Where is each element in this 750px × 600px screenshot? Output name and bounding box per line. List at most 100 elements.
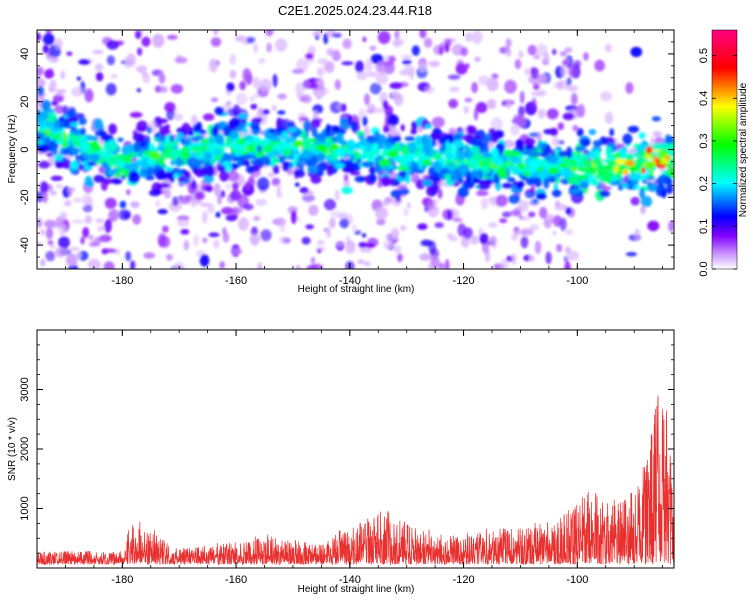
spectrogram-cell [470, 159, 480, 167]
spectrogram-peak [273, 143, 282, 151]
spectrogram-cell [316, 30, 323, 37]
spectrogram-cell [467, 150, 474, 158]
spectrogram-cell [325, 154, 333, 162]
spectrogram-cell [81, 194, 92, 206]
snr-y-ticks: 1000 2000 3000 [19, 329, 674, 569]
spectrogram-cell [196, 134, 205, 140]
spectrogram-y-tick-label: -40 [19, 237, 31, 253]
spectrogram-cell [90, 143, 102, 152]
spectrogram-cell [79, 127, 86, 136]
snr-background [37, 330, 674, 568]
spectrogram-cell [377, 30, 391, 45]
spectrogram-peak [293, 150, 300, 154]
spectrogram-cell [317, 153, 326, 163]
spectrogram-peak [625, 160, 635, 167]
spectrogram-cell [621, 182, 630, 189]
spectrogram-cell [536, 172, 549, 179]
spectrogram-cell [124, 56, 132, 69]
spectrogram-cell [58, 236, 70, 249]
spectrogram-cell [354, 175, 366, 183]
spectrogram-cell [571, 188, 581, 194]
spectrogram-cell [592, 140, 603, 147]
spectrogram-cell [347, 154, 357, 159]
spectrogram-cell [513, 114, 523, 120]
spectrogram-cell [138, 173, 149, 178]
spectrogram-cell [93, 174, 106, 183]
spectrogram-cell [279, 236, 291, 245]
spectrogram-cell [583, 52, 589, 61]
spectrogram-cell [355, 130, 366, 136]
spectrogram-cell [499, 218, 508, 224]
spectrogram-cell [356, 158, 362, 164]
spectrogram-cell [49, 190, 57, 196]
spectrogram-cell [76, 76, 82, 81]
spectrogram-cell [172, 196, 179, 207]
spectrogram-cell [158, 72, 166, 84]
spectrogram-cell [500, 258, 509, 269]
spectrogram-cell [41, 99, 51, 111]
spectrogram-cell [625, 82, 634, 94]
spectrogram-cell [329, 143, 340, 151]
spectrogram-cell [249, 96, 255, 102]
spectrogram-cell [259, 130, 265, 135]
spectrogram-cell [575, 155, 585, 168]
spectrogram-cell [503, 149, 513, 157]
spectrogram-cell [135, 30, 142, 40]
spectrogram-cell [118, 209, 131, 221]
spectrogram-cell [388, 114, 399, 126]
spectrogram-cell [356, 71, 368, 81]
spectrogram-cell [214, 135, 224, 144]
spectrogram-cell [527, 44, 537, 56]
spectrogram-cell [470, 137, 480, 147]
spectrogram-peak [266, 152, 275, 159]
spectrogram-cell [418, 62, 428, 72]
spectrogram-cell [572, 124, 579, 132]
colorbar-tick-label: 0.1 [698, 219, 710, 234]
spectrogram-cell [69, 122, 79, 128]
spectrogram-peak [248, 145, 256, 153]
spectrogram-cell [364, 58, 373, 73]
spectrogram-cell [202, 237, 208, 244]
spectrogram-cell [447, 74, 461, 80]
spectrogram-cell [331, 125, 341, 133]
spectrogram-cell [242, 68, 252, 82]
spectrogram-cell [117, 137, 124, 143]
spectrogram-cell [471, 30, 483, 45]
spectrogram-cell [283, 148, 292, 157]
spectrogram-cell [489, 235, 497, 247]
spectrogram-cell [570, 93, 578, 106]
spectrogram-cell [591, 178, 600, 187]
spectrogram-cell [509, 209, 521, 217]
spectrogram-cell [330, 153, 338, 162]
spectrogram-cell [310, 118, 321, 129]
spectrogram-cell [200, 202, 213, 208]
spectrogram-cell [363, 93, 371, 105]
spectrogram-cell [551, 189, 562, 198]
spectrogram-cell [266, 42, 272, 53]
spectrogram-cell [230, 118, 241, 128]
spectrogram-cell [238, 113, 248, 120]
spectrogram-peak [622, 169, 629, 175]
spectrogram-cell [437, 188, 443, 199]
spectrogram-cell [594, 59, 605, 72]
spectrogram-cell [559, 51, 567, 57]
spectrogram-cell [597, 183, 602, 190]
spectrogram-cell [110, 208, 119, 222]
spectrogram-cell [382, 99, 389, 110]
spectrogram-cell [375, 206, 388, 220]
spectrogram-cell [337, 103, 343, 110]
spectrogram-cell [341, 186, 353, 195]
spectrogram-cell [486, 77, 499, 92]
spectrogram-cell [651, 116, 662, 122]
spectrogram-cell [525, 178, 536, 186]
spectrogram-cell [508, 194, 521, 204]
spectrogram-cell [265, 30, 274, 37]
spectrogram-x-tick-label: -140 [339, 275, 361, 287]
spectrogram-cell [397, 253, 403, 263]
spectrogram-cell [229, 53, 237, 65]
spectrogram-cell [428, 240, 437, 255]
spectrogram-cell [257, 262, 263, 269]
spectrogram-cell [39, 181, 49, 193]
spectrogram-cell [565, 146, 573, 159]
